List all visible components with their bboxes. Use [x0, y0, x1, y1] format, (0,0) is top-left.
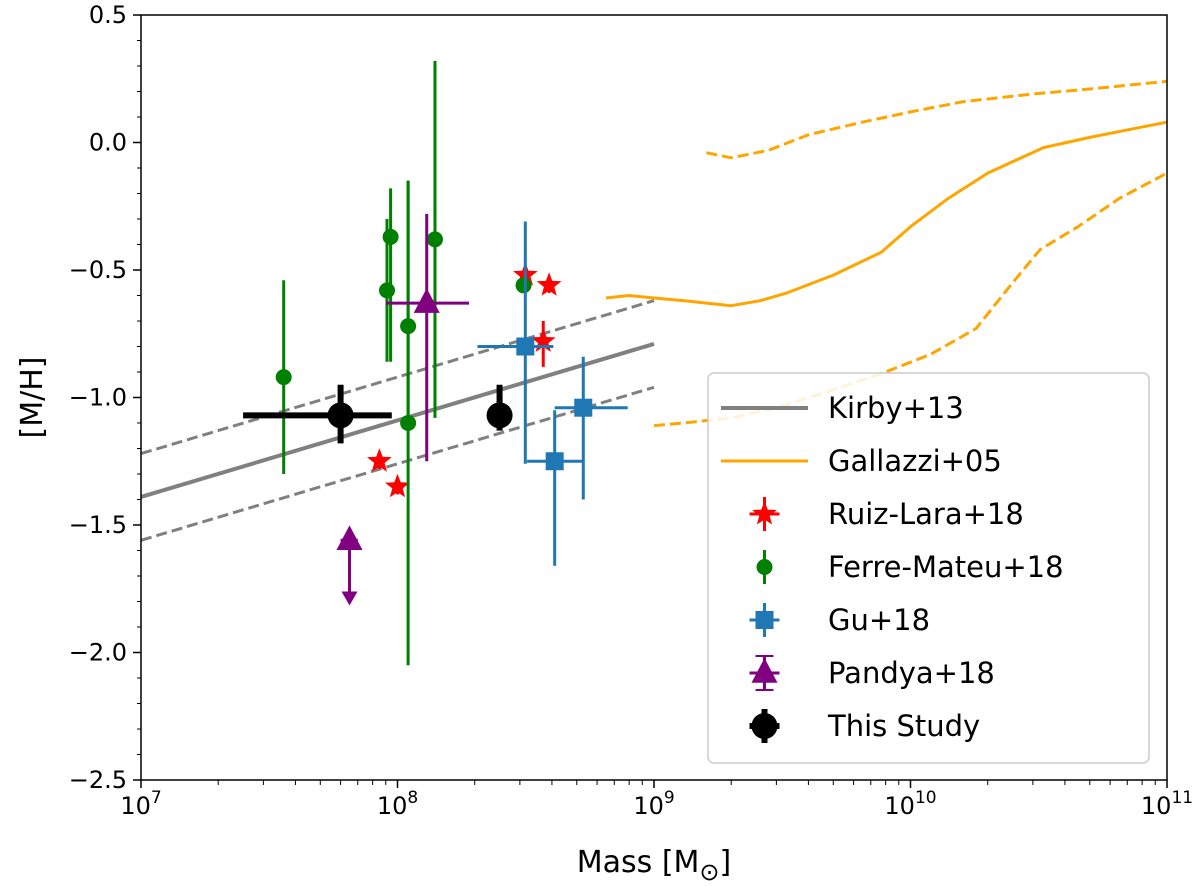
y-tick-label: −2.5 [69, 766, 127, 794]
data-point [515, 277, 532, 294]
data-point [545, 452, 564, 471]
x-tick-label: 107 [120, 788, 161, 820]
series-ferre-mateu-18 [275, 60, 532, 666]
legend-label: Ferre-Mateu+18 [828, 550, 1064, 584]
line-gallazzi-05-upper [706, 79, 1168, 160]
y-tick-label: −1.5 [69, 511, 127, 539]
legend-box [707, 372, 1150, 764]
data-point [413, 288, 440, 313]
x-axis-label: Mass [M⊙] [577, 845, 731, 886]
y-tick-label: −2.0 [69, 639, 127, 667]
legend-entry-this-study: This Study [749, 709, 980, 743]
data-series [243, 60, 628, 666]
legend-marker [755, 611, 774, 629]
data-point [426, 231, 443, 248]
legend-label: Pandya+18 [828, 656, 995, 690]
legend-label: Gallazzi+05 [828, 444, 1002, 478]
data-point [536, 272, 562, 296]
legend-entry-pandya-18: Pandya+18 [749, 655, 995, 691]
x-tick-label: 1010 [884, 788, 936, 820]
legend-marker [751, 658, 778, 683]
legend: Kirby+13 Gallazzi+05 Ruiz-Lara+18 Ferre-Mat… [707, 372, 1150, 764]
series-pandya-18 [336, 213, 470, 606]
y-tick-label: 0.5 [89, 1, 127, 29]
data-point [327, 402, 354, 429]
legend-entry-gallazzi-05: Gallazzi+05 [721, 444, 1002, 478]
series-gu-18 [477, 221, 628, 566]
legend-entry-ruiz-lara-18: Ruiz-Lara+18 [749, 497, 1024, 531]
line-kirby-13-lower [140, 385, 655, 542]
line-gallazzi-05-lower [653, 171, 1168, 428]
y-axis-label: [M/H] [15, 357, 50, 439]
data-point [385, 473, 410, 498]
legend-label: Kirby+13 [828, 391, 964, 425]
data-point [378, 282, 395, 299]
legend-label: Gu+18 [828, 603, 930, 637]
line-kirby-13-upper [140, 299, 655, 456]
data-point [275, 369, 292, 386]
legend-entry-ferre-mateu-18: Ferre-Mateu+18 [756, 550, 1064, 584]
reference-lines [140, 79, 1168, 542]
legend-marker [752, 501, 777, 525]
x-tick-label: 109 [633, 788, 674, 820]
data-point [400, 415, 417, 431]
y-tick-label: 0.0 [89, 129, 127, 157]
data-point [574, 398, 593, 417]
line-kirby-13 [140, 341, 655, 499]
y-tick-label: −0.5 [69, 256, 127, 284]
legend-marker [751, 713, 778, 739]
legend-entry-gu-18: Gu+18 [749, 603, 930, 637]
x-tick-label: 108 [377, 788, 418, 820]
y-tick-label: −1.0 [69, 384, 127, 412]
line-gallazzi-05 [605, 120, 1168, 308]
legend-entry-kirby-13: Kirby+13 [721, 391, 964, 425]
legend-label: This Study [827, 709, 980, 743]
data-point [336, 525, 363, 551]
upper-limit-arrowhead [341, 591, 358, 606]
data-point [516, 337, 535, 356]
data-point [530, 328, 556, 352]
data-point [367, 448, 392, 472]
data-point [382, 228, 399, 245]
x-tick-label: 1011 [1141, 788, 1193, 820]
legend-marker [756, 559, 773, 575]
legend-label: Ruiz-Lara+18 [828, 497, 1024, 531]
axes: 107 108 109 1010 1011 0.5 0.0 −0.5 −1.0 −1.5 −2.0 −… [69, 1, 1193, 820]
series-this-study [243, 384, 513, 444]
data-point [486, 402, 513, 429]
